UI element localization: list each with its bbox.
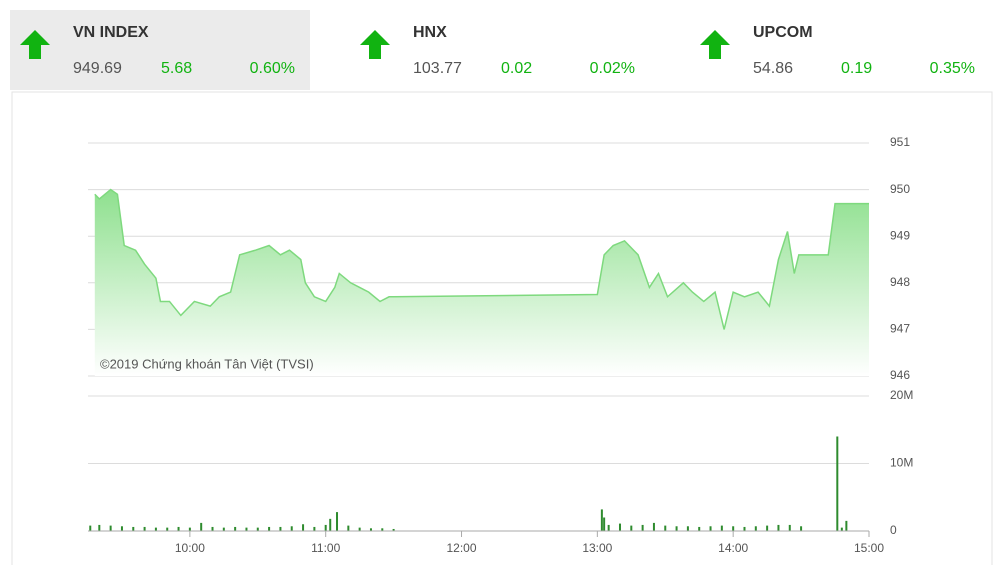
index-change: 0.19 (841, 60, 872, 77)
volume-bar (166, 527, 169, 531)
volume-bar (652, 522, 655, 531)
y-tick-label: 950 (890, 182, 910, 196)
volume-bar (836, 436, 839, 531)
volume-bar (392, 528, 395, 531)
selected-tab[interactable] (10, 10, 310, 90)
volume-bar (800, 526, 803, 531)
volume-bar (358, 527, 361, 531)
volume-bar (211, 526, 214, 531)
volume-bar (381, 528, 384, 531)
volume-bar (268, 526, 271, 531)
volume-bar (89, 525, 92, 531)
volume-bar (302, 524, 305, 531)
volume-bar (777, 524, 780, 531)
volume-bar (245, 527, 248, 531)
volume-bar (279, 526, 282, 531)
volume-bar (132, 526, 135, 531)
volume-bar (698, 526, 701, 531)
volume-bar (630, 525, 633, 531)
volume-bar (788, 524, 791, 531)
volume-bar (200, 522, 203, 531)
volume-bar (732, 526, 735, 531)
volume-bar (840, 527, 843, 531)
volume-bar (618, 523, 621, 531)
y-tick-label: 949 (890, 228, 910, 242)
y-tick-label: 20M (890, 388, 913, 402)
area-fill (94, 189, 869, 376)
index-value: 949.69 (73, 60, 122, 77)
volume-bar (369, 528, 372, 531)
volume-bar (766, 525, 769, 531)
y-tick-label: 951 (890, 135, 910, 149)
volume-bar (607, 524, 610, 531)
up-arrow (360, 30, 390, 59)
volume-bar (845, 520, 848, 531)
index-change: 5.68 (161, 60, 192, 77)
volume-bar (290, 526, 293, 531)
index-percent: 0.35% (930, 60, 975, 77)
index-percent: 0.60% (250, 60, 295, 77)
x-tick-label: 14:00 (718, 541, 748, 555)
y-tick-label: 946 (890, 368, 910, 382)
volume-bar (188, 527, 191, 531)
price-line (94, 188, 869, 330)
volume-bar (222, 527, 225, 531)
volume-bar (324, 524, 327, 531)
volume-bar (675, 526, 678, 531)
volume-bar (709, 526, 712, 531)
volume-bar (120, 526, 123, 531)
x-tick-label: 12:00 (447, 541, 477, 555)
y-tick-label: 10M (890, 456, 913, 470)
volume-bar (603, 517, 606, 531)
index-change: 0.02 (501, 60, 532, 77)
volume-bar (98, 524, 101, 531)
y-tick-label: 947 (890, 322, 910, 336)
volume-bar (336, 512, 339, 531)
x-tick-label: 11:00 (311, 541, 340, 555)
volume-bar (600, 509, 603, 531)
volume-bar (256, 527, 259, 531)
up-arrow (700, 30, 730, 59)
index-value: 54.86 (753, 60, 793, 77)
volume-bar (154, 527, 157, 531)
index-value: 103.77 (413, 60, 462, 77)
volume-bar (109, 525, 112, 531)
y-tick-label: 0 (890, 523, 897, 537)
volume-bar (177, 526, 180, 531)
x-tick-label: 15:00 (854, 541, 884, 555)
index-name[interactable]: VN INDEX (73, 24, 149, 41)
index-name[interactable]: UPCOM (753, 24, 813, 41)
chart-frame (11, 91, 993, 570)
x-tick-label: 10:00 (175, 541, 205, 555)
index-percent: 0.02% (590, 60, 635, 77)
volume-bar (720, 525, 723, 531)
volume-bar (143, 526, 146, 531)
index-name[interactable]: HNX (413, 24, 447, 41)
volume-bar (313, 526, 316, 531)
volume-bar (664, 525, 667, 531)
volume-bar (686, 526, 689, 531)
volume-bar (329, 518, 332, 531)
volume-bar (234, 526, 237, 531)
volume-bar (754, 526, 757, 531)
up-arrow (20, 30, 50, 59)
watermark: ©2019 Chứng khoán Tân Việt (TVSI) (100, 356, 314, 371)
x-tick-label: 13:00 (582, 541, 612, 555)
volume-bar (347, 525, 350, 531)
volume-bar (641, 524, 644, 531)
volume-bar (743, 526, 746, 531)
y-tick-label: 948 (890, 275, 910, 289)
